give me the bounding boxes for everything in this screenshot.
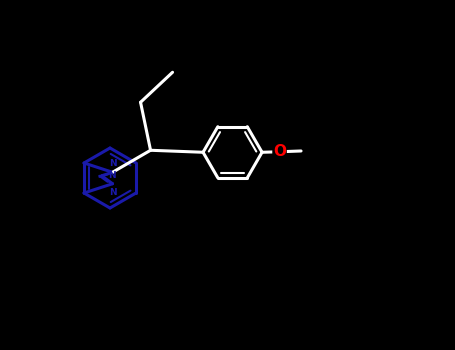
Text: N: N xyxy=(108,171,115,180)
Text: O: O xyxy=(273,144,286,159)
Text: N: N xyxy=(109,159,116,168)
Text: N: N xyxy=(109,188,116,197)
